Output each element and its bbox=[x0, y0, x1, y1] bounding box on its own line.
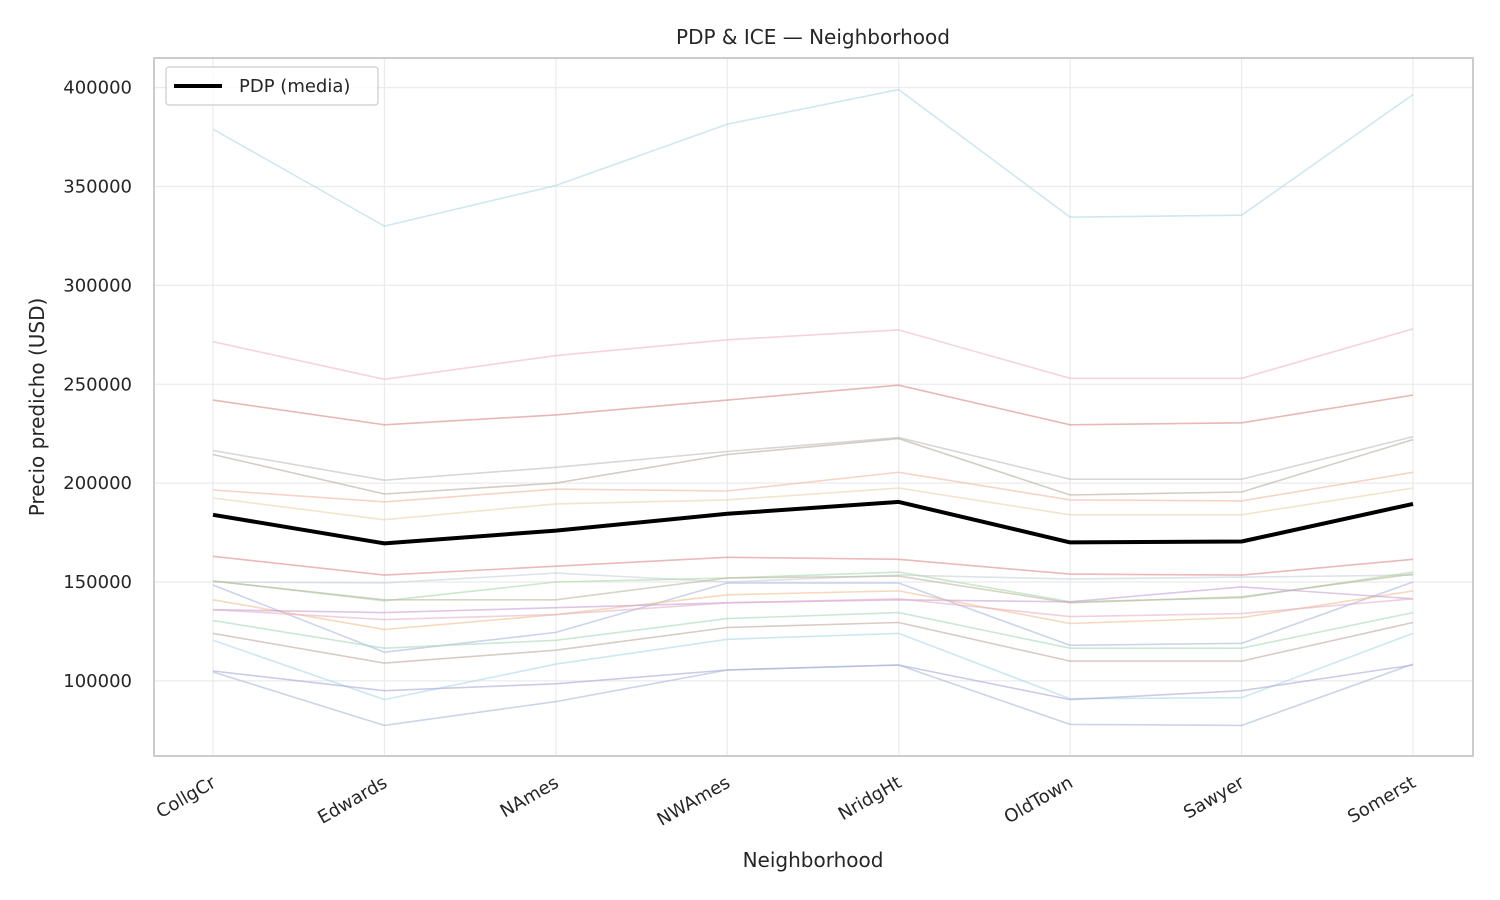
pdp-line bbox=[212, 499, 1414, 546]
plot-background bbox=[154, 58, 1473, 756]
plot-frame bbox=[153, 57, 1474, 757]
x-tick-label: NAmes bbox=[497, 772, 563, 822]
pdp-line-layer bbox=[212, 499, 1414, 546]
x-tick-label: OldTown bbox=[1001, 772, 1077, 828]
ice-lines bbox=[212, 88, 1414, 727]
ice-line bbox=[212, 88, 1414, 227]
ice-line bbox=[212, 384, 1414, 426]
ice-line bbox=[212, 590, 1414, 631]
y-tick-labels: 100000 150000 200000 250000 300000 350000 4000… bbox=[63, 78, 132, 692]
legend: PDP (media) bbox=[165, 66, 379, 106]
ice-line bbox=[212, 632, 1414, 701]
x-tick-label: NWAmes bbox=[654, 772, 734, 830]
ice-line bbox=[212, 621, 1414, 664]
x-tick-labels: CollgCr Edwards NAmes NWAmes NridgHt OldTown S… bbox=[153, 772, 1420, 831]
y-tick-label: 400000 bbox=[63, 78, 132, 99]
ice-line bbox=[212, 435, 1414, 482]
ice-line bbox=[212, 487, 1414, 521]
ice-line bbox=[212, 597, 1414, 621]
y-axis-title: Precio predicho (USD) bbox=[25, 298, 49, 517]
y-tick-label: 250000 bbox=[63, 374, 132, 395]
ice-line bbox=[212, 611, 1414, 650]
x-tick-label: NridgHt bbox=[835, 772, 906, 825]
ice-line bbox=[212, 328, 1414, 381]
grid-layer bbox=[154, 58, 1473, 756]
x-tick-label: CollgCr bbox=[153, 772, 220, 823]
y-tick-label: 300000 bbox=[63, 275, 132, 296]
legend-label-pdp: PDP (media) bbox=[239, 76, 350, 97]
x-tick-label: Edwards bbox=[314, 772, 391, 828]
x-axis-title: Neighborhood bbox=[743, 848, 884, 872]
y-tick-label: 100000 bbox=[63, 671, 132, 692]
ice-line bbox=[212, 573, 1414, 604]
x-tick-label: Sawyer bbox=[1180, 772, 1248, 824]
y-tick-label: 200000 bbox=[63, 473, 132, 494]
ice-line bbox=[212, 572, 1414, 584]
legend-box bbox=[165, 66, 379, 106]
chart-title: PDP & ICE — Neighborhood bbox=[676, 25, 950, 49]
ice-line bbox=[212, 555, 1414, 576]
y-tick-label: 350000 bbox=[63, 177, 132, 198]
ice-line bbox=[212, 581, 1414, 654]
ice-line bbox=[212, 437, 1414, 496]
x-tick-label: Somerst bbox=[1344, 772, 1419, 828]
ice-line bbox=[212, 663, 1414, 727]
ice-line bbox=[212, 471, 1414, 503]
y-tick-label: 150000 bbox=[63, 572, 132, 593]
